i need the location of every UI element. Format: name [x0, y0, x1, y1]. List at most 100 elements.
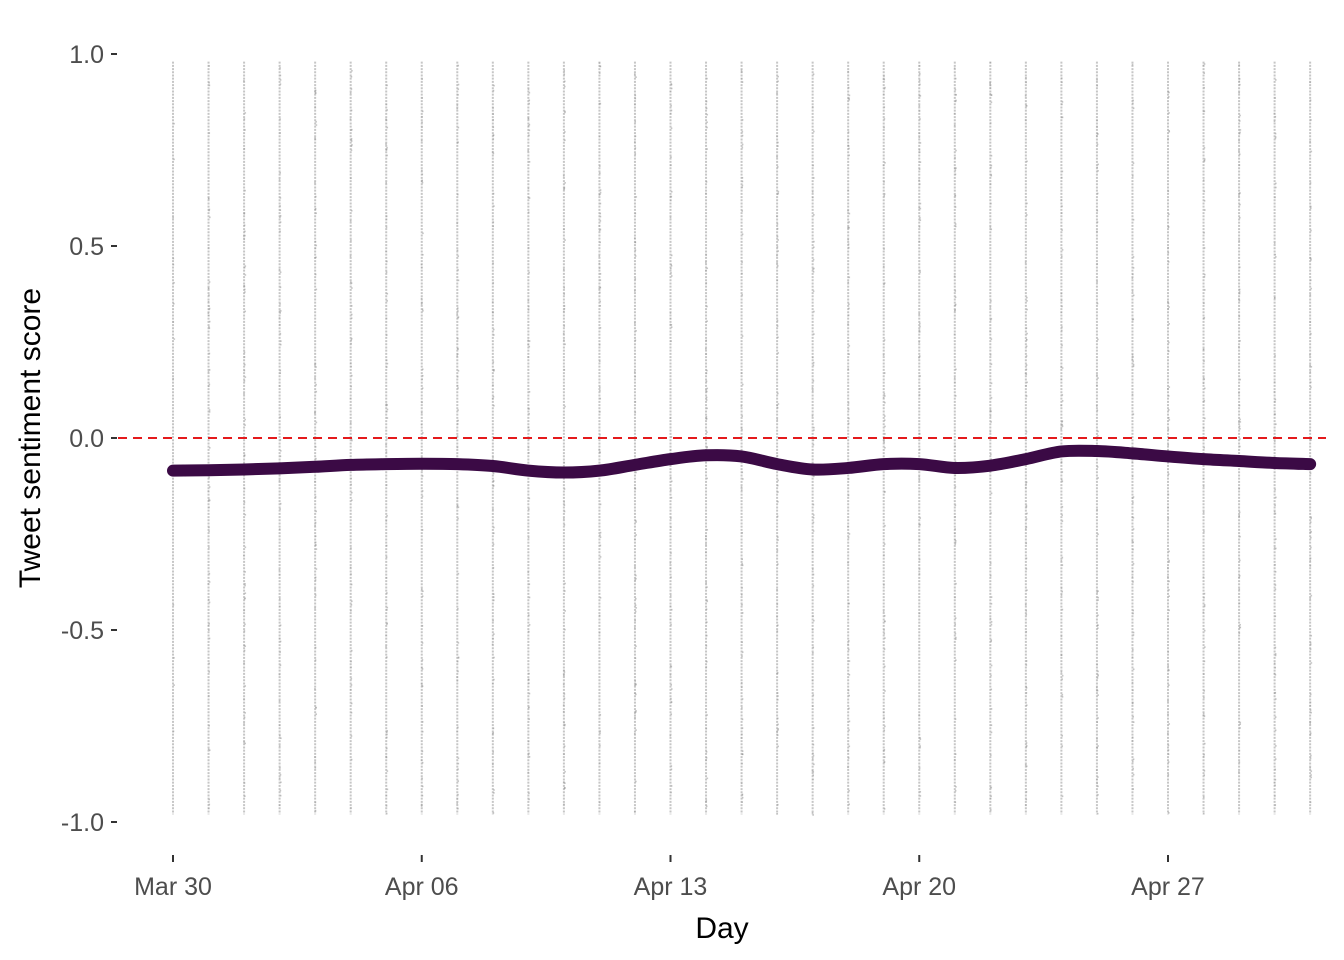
scatter-point	[457, 572, 460, 575]
scatter-point	[244, 288, 246, 291]
scatter-point	[883, 717, 885, 719]
scatter-point	[1274, 795, 1276, 797]
scatter-point	[1167, 753, 1170, 756]
scatter-point	[421, 378, 423, 381]
scatter-point	[599, 241, 601, 244]
scatter-point	[1060, 594, 1063, 596]
scatter-point	[492, 152, 495, 155]
scatter-point	[563, 305, 566, 307]
scatter-point	[1167, 251, 1170, 254]
scatter-point	[1132, 668, 1135, 671]
scatter-point	[350, 735, 353, 737]
scatter-point	[1096, 302, 1099, 305]
scatter-point	[634, 401, 637, 403]
scatter-point	[279, 74, 282, 77]
scatter-point	[1168, 323, 1170, 325]
scatter-point	[1273, 120, 1276, 123]
scatter-point	[1309, 531, 1312, 533]
scatter-point	[244, 513, 247, 516]
scatter-point	[599, 534, 601, 536]
scatter-point	[635, 521, 637, 523]
scatter-point	[989, 81, 991, 84]
scatter-point	[918, 110, 921, 112]
scatter-point	[1131, 576, 1134, 578]
scatter-point	[1168, 550, 1170, 553]
scatter-point	[1273, 391, 1276, 393]
scatter-point	[741, 294, 743, 296]
scatter-point	[421, 173, 424, 176]
scatter-point	[422, 253, 424, 256]
scatter-point	[812, 530, 815, 532]
scatter-point	[527, 247, 530, 249]
scatter-point	[919, 269, 921, 272]
scatter-point	[1203, 72, 1206, 74]
scatter-point	[315, 256, 317, 259]
scatter-point	[1203, 696, 1205, 699]
scatter-point	[1309, 99, 1312, 101]
scatter-point	[528, 438, 530, 440]
scatter-point	[1239, 421, 1242, 423]
scatter-point	[848, 417, 850, 420]
scatter-point	[1202, 400, 1205, 403]
scatter-point	[1097, 627, 1099, 629]
scatter-point	[884, 395, 886, 397]
scatter-point	[811, 356, 814, 359]
scatter-point	[990, 674, 992, 677]
scatter-point	[1310, 439, 1312, 441]
scatter-point	[279, 455, 282, 458]
scatter-point	[314, 240, 317, 243]
scatter-point	[1132, 649, 1134, 651]
scatter-point	[1025, 338, 1028, 341]
scatter-point	[954, 445, 956, 448]
scatter-point	[457, 768, 459, 770]
scatter-point	[1025, 486, 1027, 489]
scatter-point	[528, 672, 530, 675]
scatter-point	[207, 499, 210, 502]
scatter-point	[1239, 131, 1241, 134]
scatter-point	[386, 731, 388, 734]
scatter-point	[1275, 538, 1277, 540]
scatter-point	[563, 721, 565, 724]
scatter-point	[812, 727, 815, 729]
scatter-point	[421, 180, 423, 183]
scatter-point	[279, 303, 281, 305]
scatter-point	[705, 757, 708, 759]
scatter-point	[918, 432, 921, 435]
scatter-point	[1131, 475, 1134, 478]
scatter-point	[420, 588, 423, 590]
scatter-point	[314, 594, 317, 597]
scatter-point	[279, 221, 282, 223]
scatter-point	[884, 162, 886, 164]
scatter-point	[279, 640, 282, 643]
scatter-point	[599, 212, 602, 215]
scatter-point	[350, 477, 352, 480]
scatter-point	[421, 705, 424, 707]
scatter-point	[1024, 764, 1027, 766]
scatter-point	[635, 577, 637, 580]
scatter-point	[883, 648, 886, 650]
scatter-point	[315, 510, 317, 513]
scatter-point	[1097, 599, 1099, 601]
scatter-point	[208, 84, 211, 87]
scatter-point	[954, 516, 956, 518]
scatter-point	[279, 734, 281, 737]
scatter-point	[1310, 711, 1312, 714]
scatter-point	[847, 536, 850, 539]
scatter-point	[776, 630, 779, 632]
scatter-point	[208, 308, 210, 311]
scatter-point	[1238, 632, 1241, 634]
scatter-point	[1096, 782, 1098, 785]
scatter-point	[1061, 505, 1064, 508]
scatter-point	[421, 179, 423, 182]
scatter-point	[421, 97, 423, 99]
scatter-point	[1132, 267, 1135, 269]
scatter-point	[955, 167, 957, 169]
scatter-point	[1274, 758, 1277, 760]
scatter-point	[280, 737, 282, 740]
scatter-point	[776, 135, 778, 138]
scatter-point	[386, 733, 388, 736]
scatter-point	[634, 626, 636, 629]
scatter-point	[422, 310, 424, 312]
scatter-point	[741, 186, 743, 189]
scatter-point	[634, 135, 637, 138]
